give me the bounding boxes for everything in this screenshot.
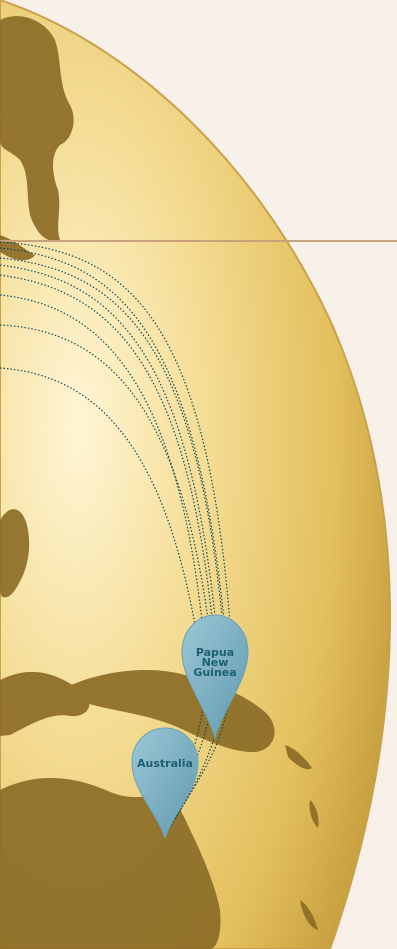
landmass-japan bbox=[0, 16, 74, 241]
route-line-3 bbox=[0, 274, 216, 651]
landmass-philippines bbox=[0, 509, 30, 598]
landmass-solomons bbox=[285, 745, 312, 770]
route-line-4 bbox=[0, 294, 206, 651]
landmass-vanuatu bbox=[309, 800, 319, 828]
pin-australia[interactable] bbox=[131, 727, 199, 840]
route-line-8 bbox=[0, 264, 223, 829]
landmass-new-caledonia bbox=[300, 900, 318, 930]
pin-papua-new-guinea[interactable] bbox=[181, 614, 249, 740]
route-line-6 bbox=[0, 324, 216, 826]
